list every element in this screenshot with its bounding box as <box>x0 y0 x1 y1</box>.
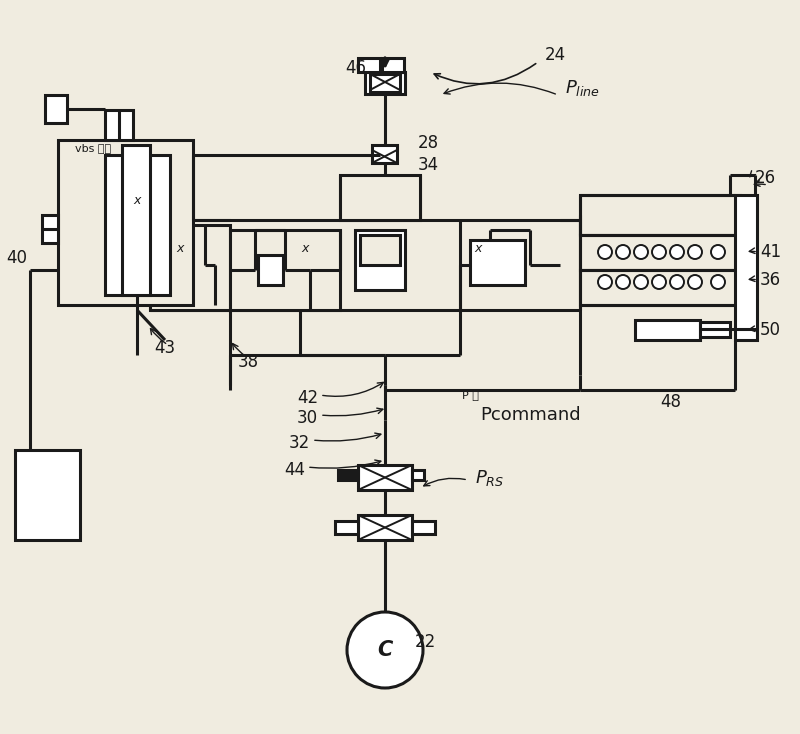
Text: 40: 40 <box>6 249 27 267</box>
Bar <box>580 195 740 235</box>
Bar <box>258 255 283 285</box>
Bar <box>365 72 405 94</box>
Circle shape <box>634 275 648 289</box>
Bar <box>105 155 170 295</box>
Text: 24: 24 <box>545 46 566 64</box>
Text: $P_{RS}$: $P_{RS}$ <box>475 468 504 488</box>
Text: x: x <box>176 241 184 255</box>
Text: x: x <box>134 194 141 206</box>
Circle shape <box>634 245 648 259</box>
Bar <box>372 145 397 163</box>
Text: 36: 36 <box>760 271 781 289</box>
Text: Pcommand: Pcommand <box>480 406 581 424</box>
Text: P 阀: P 阀 <box>462 390 478 400</box>
Text: x: x <box>302 241 309 255</box>
Bar <box>700 322 730 337</box>
Bar <box>370 74 400 92</box>
Text: 50: 50 <box>760 321 781 339</box>
Circle shape <box>711 275 725 289</box>
Text: 30: 30 <box>297 409 318 427</box>
Bar <box>42 215 58 243</box>
Text: $P_{line}$: $P_{line}$ <box>565 78 600 98</box>
Circle shape <box>652 245 666 259</box>
Text: 28: 28 <box>418 134 439 152</box>
Circle shape <box>598 275 612 289</box>
Bar <box>45 95 67 123</box>
Circle shape <box>711 245 725 259</box>
Text: 34: 34 <box>418 156 439 174</box>
Text: C: C <box>378 640 393 660</box>
Bar <box>340 175 420 220</box>
Bar <box>105 110 133 140</box>
Text: 42: 42 <box>297 389 318 407</box>
Text: 38: 38 <box>238 353 258 371</box>
Bar <box>15 450 80 540</box>
Circle shape <box>652 275 666 289</box>
Text: 46: 46 <box>345 59 366 77</box>
Circle shape <box>670 245 684 259</box>
Text: x: x <box>474 241 482 255</box>
Text: 43: 43 <box>154 339 175 357</box>
Circle shape <box>598 245 612 259</box>
Bar <box>355 230 405 290</box>
Circle shape <box>688 245 702 259</box>
Circle shape <box>616 275 630 289</box>
Text: 22: 22 <box>415 633 436 651</box>
Bar <box>358 465 412 490</box>
Bar <box>335 521 358 534</box>
Circle shape <box>616 245 630 259</box>
Bar <box>735 195 757 340</box>
Bar <box>382 58 404 72</box>
Bar <box>412 521 435 534</box>
Text: 41: 41 <box>760 243 781 261</box>
Bar <box>230 230 340 310</box>
Bar <box>58 140 193 305</box>
Text: 44: 44 <box>284 461 305 479</box>
Bar <box>358 58 380 72</box>
Bar <box>360 235 400 265</box>
Bar <box>358 515 412 540</box>
Circle shape <box>347 612 423 688</box>
Circle shape <box>670 275 684 289</box>
Bar <box>412 470 424 480</box>
Bar <box>150 225 230 310</box>
Circle shape <box>688 275 702 289</box>
Text: vbs 压差: vbs 压差 <box>75 143 111 153</box>
Bar <box>338 470 358 480</box>
Text: 26: 26 <box>755 169 776 187</box>
Text: 48: 48 <box>660 393 681 411</box>
Bar <box>635 320 700 340</box>
Bar <box>580 270 740 305</box>
Bar <box>470 240 525 285</box>
Text: 32: 32 <box>289 434 310 452</box>
Bar <box>122 145 150 295</box>
Bar <box>580 235 740 270</box>
